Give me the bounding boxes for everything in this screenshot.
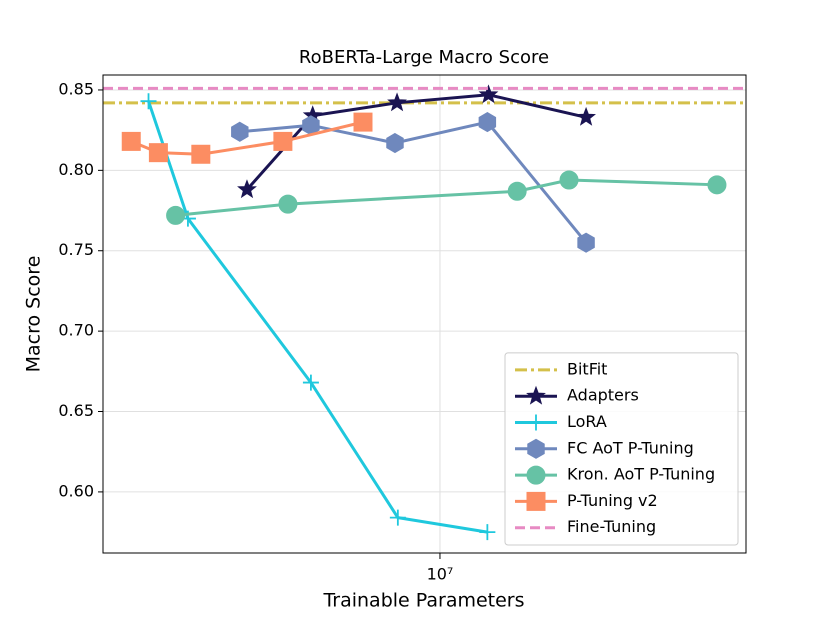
point [479,524,496,541]
legend-box [504,352,739,546]
series-line [175,178,718,217]
series-line [245,93,587,191]
point [707,175,727,195]
point [302,374,319,391]
point [387,92,407,112]
point [353,112,373,132]
y-axis-label: Macro Score [23,256,45,373]
point [559,170,579,190]
point [121,131,141,151]
point [273,131,293,151]
point [507,181,527,201]
chart-title: RoBERTa-Large Macro Score [299,47,549,68]
point [140,93,157,110]
point [191,144,211,164]
x-tick-label: 10⁷ [427,565,454,584]
y-tick-label: 0.65 [58,401,94,420]
point [148,143,168,163]
y-tick-label: 0.85 [58,79,94,98]
y-tick-label: 0.75 [58,240,94,259]
legend-label: Kron. AoT P-Tuning [567,465,715,484]
axes-frame [102,74,747,554]
legend-marker [526,465,546,485]
point [237,179,257,199]
legend-marker [526,491,546,511]
x-axis-label: Trainable Parameters [322,590,524,612]
legend-marker [527,438,545,459]
point [389,509,406,526]
legend-label: LoRA [567,412,607,431]
y-tick-label: 0.60 [58,481,94,500]
legend-label: BitFit [567,359,607,378]
point [386,132,404,154]
legend-label: Adapters [567,386,639,405]
point [166,205,186,225]
legend-label: Fine-Tuning [567,517,656,536]
y-tick-label: 0.80 [58,160,94,179]
point [478,112,497,133]
legend-label: FC AoT P-Tuning [567,438,694,457]
point [577,232,595,253]
legend-marker [526,385,546,405]
point [576,106,596,126]
point [478,84,499,104]
point [278,194,298,214]
point [231,121,249,142]
legend-label: P-Tuning v2 [567,491,658,510]
series-line [147,100,488,534]
y-tick-label: 0.70 [58,321,94,340]
legend-marker [528,414,544,431]
